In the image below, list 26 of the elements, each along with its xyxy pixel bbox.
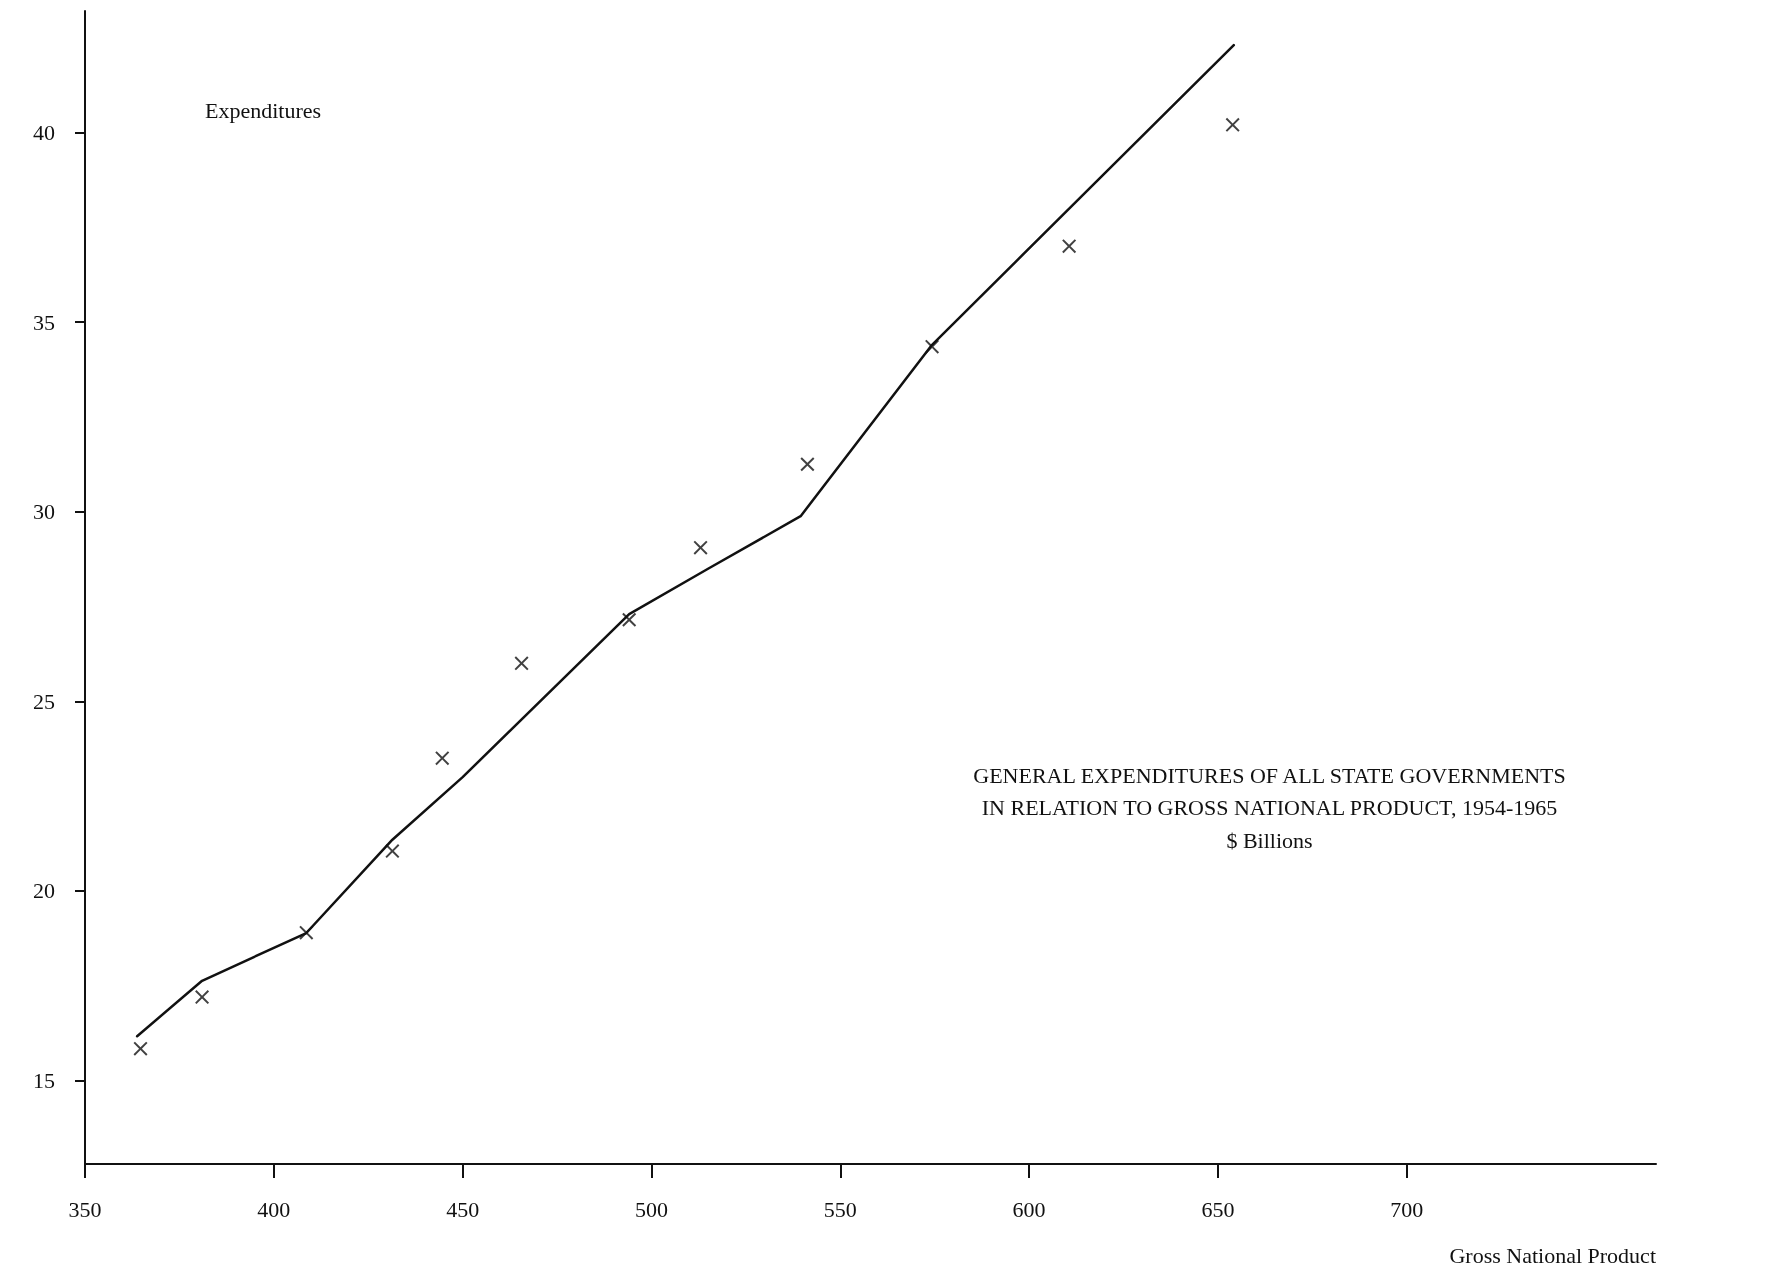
- y-tick-label: 35: [33, 309, 55, 335]
- x-axis-title: Gross National Product: [1449, 1242, 1656, 1268]
- x-tick-label: 500: [634, 1196, 668, 1222]
- x-tick-label: 350: [68, 1196, 102, 1222]
- point: [800, 457, 815, 472]
- point: [435, 751, 450, 766]
- y-tick-label: 30: [33, 499, 55, 525]
- text: $ Billions: [1226, 828, 1313, 854]
- point: [195, 990, 210, 1005]
- y-axis-title: Expenditures: [205, 97, 322, 123]
- x-tick-label: 550: [823, 1196, 857, 1222]
- point: [1062, 239, 1077, 254]
- point: [133, 1041, 148, 1056]
- point: [1225, 117, 1240, 132]
- y-tick-label: 25: [33, 688, 55, 714]
- x-tick-label: 700: [1390, 1196, 1424, 1222]
- point: [514, 656, 529, 671]
- text: GENERAL EXPENDITURES OF ALL STATE GOVERNMENTS IN RELATION TO GROSS NATIONAL PRODUCT, 1954-1965: [973, 763, 1566, 821]
- x-tick-label: 600: [1012, 1196, 1046, 1222]
- y-tick-label: 40: [33, 119, 55, 145]
- x-tick-label: 400: [257, 1196, 291, 1222]
- point: [693, 540, 708, 555]
- y-tick-label: 20: [33, 878, 55, 904]
- x-tick-label: 450: [446, 1196, 480, 1222]
- x-tick-label: 650: [1201, 1196, 1235, 1222]
- y-tick-label: 15: [33, 1068, 55, 1094]
